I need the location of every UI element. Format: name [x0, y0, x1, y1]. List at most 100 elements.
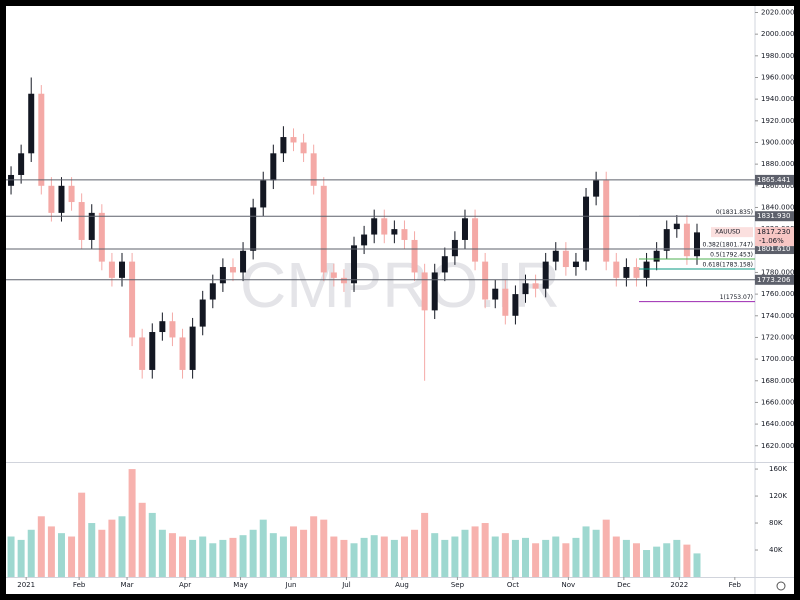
volume-bar — [128, 469, 136, 577]
x-tick-label: Oct — [507, 581, 519, 589]
y-tick-label: 1660.000 — [761, 398, 794, 406]
volume-bar — [158, 529, 166, 577]
candle-body — [472, 218, 479, 262]
candle-body — [179, 337, 186, 370]
y-tick-label: 1620.000 — [761, 442, 794, 450]
candle-body — [693, 232, 700, 257]
candle-body — [98, 212, 105, 262]
y-tick-label: 2000.000 — [761, 30, 794, 38]
volume-bar — [360, 537, 368, 577]
x-tick-label: Jun — [285, 581, 297, 589]
volume-bar — [138, 502, 146, 577]
level-label: 1865.441 — [757, 176, 790, 184]
y-tick-label: 1760.000 — [761, 290, 794, 298]
x-tick-label: Aug — [395, 581, 409, 589]
y-tick-label: 1740.000 — [761, 312, 794, 320]
volume-bar — [98, 529, 106, 577]
candle-body — [461, 218, 468, 240]
volume-bar — [572, 537, 580, 577]
candle-body — [643, 261, 650, 278]
candle-body — [169, 321, 176, 338]
volume-bar — [400, 536, 408, 577]
candle-body — [381, 218, 388, 235]
watermark: CMPRO.IR — [240, 249, 560, 321]
candle-body — [552, 250, 559, 262]
volume-bar — [532, 543, 540, 577]
candle-body — [330, 272, 337, 278]
candle-body — [68, 185, 75, 203]
settings-icon[interactable] — [776, 581, 786, 591]
volume-bar — [491, 536, 499, 577]
x-tick-label: Sep — [451, 581, 465, 589]
candle-body — [250, 207, 257, 251]
volume-bar — [582, 526, 590, 577]
symbol-label: XAUUSD — [715, 229, 741, 236]
volume-bar — [279, 536, 287, 577]
y-tick-label: 1960.000 — [761, 73, 794, 81]
level-label-box — [755, 211, 794, 222]
volume-bar — [411, 529, 419, 577]
level-label-box — [755, 244, 794, 255]
candle-body — [78, 202, 85, 240]
candle-body — [290, 137, 297, 143]
fib-label: 0.5(1792.453) — [710, 251, 753, 258]
candle-body — [623, 267, 630, 278]
volume-bar — [259, 519, 267, 577]
candle-body — [371, 218, 378, 235]
volume-bar — [522, 537, 530, 577]
candle-body — [351, 245, 358, 284]
volume-bar — [653, 546, 661, 577]
y-tick-label: 1980.000 — [761, 52, 794, 60]
volume-tick-label: 80K — [769, 519, 783, 527]
candle-body — [58, 185, 65, 213]
y-tick-label: 1920.000 — [761, 117, 794, 125]
volume-bar — [511, 539, 519, 577]
level-label: 1831.930 — [757, 212, 790, 220]
volume-bar — [370, 535, 378, 577]
volume-bar — [219, 539, 227, 577]
candle-body — [451, 239, 458, 257]
volume-bar — [380, 536, 388, 577]
volume-bar — [643, 550, 651, 577]
candle-body — [401, 229, 408, 240]
candle-body — [149, 332, 156, 370]
fib-label: 0(1831.835) — [716, 209, 753, 216]
symbol-box — [711, 227, 753, 238]
y-tick-label: 1940.000 — [761, 95, 794, 103]
candle-body — [593, 180, 600, 197]
candle-body — [562, 250, 569, 268]
candle-body — [482, 261, 489, 300]
candle-body — [512, 294, 519, 316]
candle-body — [88, 212, 95, 240]
candle-body — [411, 239, 418, 273]
level-label: 1773.206 — [757, 276, 791, 284]
y-tick-label: 1900.000 — [761, 138, 794, 146]
x-tick-label: 2021 — [17, 581, 35, 589]
candle-body — [502, 288, 509, 316]
y-tick-label: 1840.000 — [761, 203, 794, 211]
last-price-label: 1817.230 — [757, 228, 790, 236]
volume-bar — [632, 543, 640, 577]
fib-label: 0.618(1783.158) — [703, 262, 754, 269]
volume-bar — [471, 526, 479, 577]
candle-body — [421, 272, 428, 311]
candle-body — [119, 261, 126, 278]
chart-area — [6, 6, 794, 594]
volume-bar — [693, 553, 701, 577]
volume-bar — [239, 535, 247, 577]
candle-body — [260, 180, 267, 208]
candle-body — [683, 223, 690, 257]
candle-body — [340, 277, 347, 284]
candle-body — [18, 153, 25, 175]
candle-body — [229, 267, 236, 273]
candle-body — [199, 299, 206, 327]
y-tick-label: 1720.000 — [761, 333, 794, 341]
volume-tick-label: 120K — [769, 492, 787, 500]
volume-bar — [310, 516, 318, 577]
volume-bar — [209, 543, 217, 577]
volume-bar — [592, 529, 600, 577]
y-tick-label: 1680.000 — [761, 377, 794, 385]
volume-bar — [421, 512, 429, 577]
volume-bar — [47, 526, 55, 577]
volume-bar — [249, 529, 257, 577]
